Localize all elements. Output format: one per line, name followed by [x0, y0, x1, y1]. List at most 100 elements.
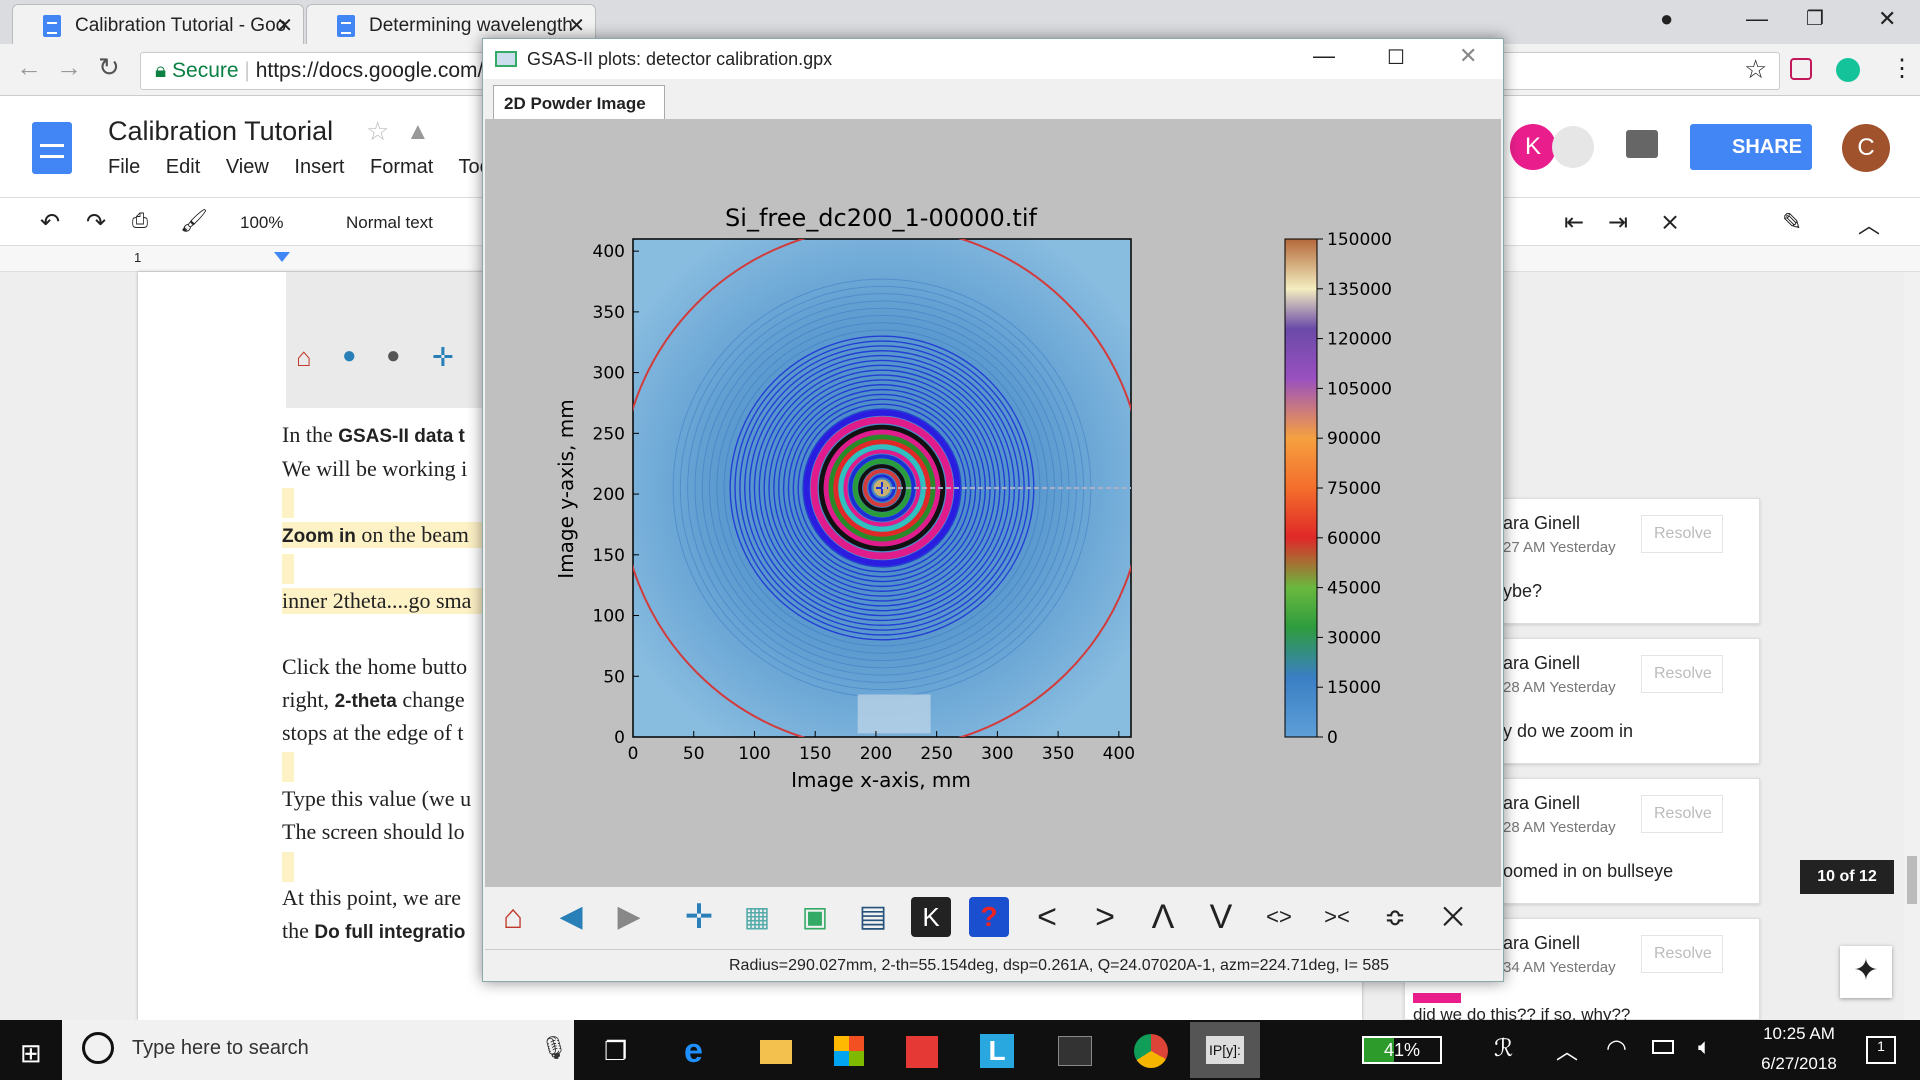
restore-icon[interactable]: ❐: [1806, 8, 1824, 30]
colorbar-tick-label: 75000: [1327, 479, 1381, 499]
tab-calibration-tutorial[interactable]: Calibration Tutorial - Goo ✕: [12, 4, 304, 44]
pan-icon[interactable]: ✛: [684, 898, 714, 936]
home-icon[interactable]: ⌂: [502, 898, 524, 936]
minimize-icon[interactable]: —: [1746, 6, 1768, 31]
store-icon[interactable]: [834, 1036, 864, 1066]
battery-indicator[interactable]: 41%: [1362, 1036, 1442, 1064]
menu-view[interactable]: View: [225, 156, 269, 178]
menu-insert[interactable]: Insert: [294, 156, 345, 178]
move-to-folder-icon[interactable]: ▲: [406, 118, 430, 145]
collapse-toolbar-icon[interactable]: ︿: [1858, 213, 1881, 238]
back-icon[interactable]: ◀: [559, 900, 583, 933]
document-title[interactable]: Calibration Tutorial: [108, 116, 334, 146]
close-icon[interactable]: ✕: [1459, 43, 1478, 68]
doc-line: right, 2-theta change: [282, 687, 465, 712]
plot-area[interactable]: Si_free_dc200_1-00000.tif 0 50 100 150 200 25…: [485, 119, 1501, 887]
app-red-icon[interactable]: [906, 1036, 938, 1068]
notification-count: 1: [1877, 1038, 1885, 1054]
resolve-button[interactable]: Resolve: [1641, 795, 1723, 833]
collaborator-avatar-k[interactable]: K: [1510, 124, 1556, 170]
action-center-icon[interactable]: 1: [1866, 1036, 1896, 1064]
subplot-config-icon[interactable]: ▣: [801, 901, 829, 932]
tab-determining-wavelength[interactable]: Determining wavelength ✕: [306, 4, 596, 44]
comments-icon[interactable]: [1626, 130, 1658, 158]
volume-icon[interactable]: 🔈︎: [1698, 1034, 1712, 1059]
shrink-vertical-icon[interactable]: ⨉: [1442, 902, 1464, 932]
grammarly-extension-icon[interactable]: [1836, 58, 1860, 82]
microphone-icon[interactable]: 🎙︎: [540, 1035, 568, 1060]
minimize-icon[interactable]: —: [1313, 43, 1335, 68]
menu-file[interactable]: File: [108, 156, 141, 178]
battery-icon[interactable]: [1652, 1040, 1674, 1054]
close-tab-icon[interactable]: ✕: [276, 15, 293, 37]
terminal-icon[interactable]: [1058, 1036, 1092, 1066]
star-icon[interactable]: ☆: [366, 116, 390, 146]
bookmark-star-icon[interactable]: ☆: [1744, 54, 1768, 84]
task-view-icon[interactable]: ❐: [604, 1036, 628, 1066]
print-icon[interactable]: ⎙: [132, 210, 148, 232]
redo-icon[interactable]: ↷: [86, 209, 107, 236]
pocket-extension-icon[interactable]: [1790, 58, 1812, 80]
style-select[interactable]: Normal text: [346, 213, 433, 232]
shift-up-icon[interactable]: Λ: [1151, 898, 1175, 936]
show-hidden-icons-icon[interactable]: ︿: [1556, 1039, 1579, 1064]
clear-formatting-icon[interactable]: ⨯: [1660, 209, 1681, 236]
app-l-icon[interactable]: L: [980, 1034, 1014, 1068]
close-tab-icon[interactable]: ✕: [568, 15, 585, 37]
tab-2d-powder-image[interactable]: 2D Powder Image: [493, 85, 665, 119]
taskbar-search-input[interactable]: Type here to search 🎙︎: [62, 1020, 574, 1080]
chrome-menu-icon[interactable]: ⋮: [1890, 55, 1914, 82]
forward-icon[interactable]: ▶: [617, 900, 641, 933]
people-icon[interactable]: ℛ: [1494, 1035, 1514, 1062]
zoom-select[interactable]: 100%: [240, 213, 284, 232]
reload-icon[interactable]: ↻: [98, 52, 120, 82]
resolve-button[interactable]: Resolve: [1641, 655, 1723, 693]
forward-icon[interactable]: →: [56, 52, 82, 82]
indent-more-icon[interactable]: ⇥: [1608, 209, 1629, 236]
outer-ring: [802, 408, 962, 568]
account-avatar[interactable]: C: [1842, 124, 1890, 172]
powder-image-plot[interactable]: Si_free_dc200_1-00000.tif 0 50 100 150 200 25…: [485, 119, 1501, 887]
chrome-icon[interactable]: [1134, 1034, 1168, 1068]
file-explorer-icon[interactable]: [760, 1040, 792, 1064]
back-icon[interactable]: ←: [16, 52, 42, 82]
menu-edit[interactable]: Edit: [165, 156, 201, 178]
undo-icon[interactable]: ↶: [40, 209, 61, 236]
help-icon[interactable]: ?: [969, 897, 1009, 937]
resolve-button[interactable]: Resolve: [1641, 935, 1723, 973]
profile-icon[interactable]: ●: [1660, 6, 1674, 31]
doc-line: We will be working i: [282, 456, 468, 481]
start-icon[interactable]: ⊞: [20, 1038, 42, 1068]
zoom-icon[interactable]: ▦: [743, 901, 771, 932]
expand-horizontal-icon[interactable]: <>: [1266, 904, 1292, 929]
docs-favicon-icon: [337, 15, 355, 37]
save-icon[interactable]: ▤: [858, 900, 888, 933]
maximize-icon[interactable]: ☐: [1387, 47, 1405, 69]
indent-less-icon[interactable]: ⇤: [1564, 209, 1585, 236]
scrollbar[interactable]: [1904, 272, 1920, 1020]
cortana-icon: [82, 1032, 114, 1064]
y-axis-label: Image y-axis, mm: [554, 399, 578, 578]
resolve-button[interactable]: Resolve: [1641, 515, 1723, 553]
chat-icon[interactable]: [1552, 126, 1594, 168]
explore-icon[interactable]: ✦: [1840, 946, 1892, 998]
docs-logo-icon[interactable]: [32, 122, 72, 174]
wifi-icon[interactable]: ◠: [1606, 1035, 1627, 1062]
edge-icon[interactable]: e: [684, 1032, 703, 1070]
shrink-horizontal-icon[interactable]: ><: [1324, 904, 1350, 929]
shift-down-icon[interactable]: V: [1209, 898, 1233, 936]
expand-vertical-icon[interactable]: ≎: [1384, 902, 1406, 932]
ipython-taskbar-button[interactable]: IP[y]:: [1190, 1022, 1260, 1078]
paint-format-icon[interactable]: 🖌︎: [180, 208, 208, 233]
colorbar-tick-label: 90000: [1327, 429, 1381, 449]
shift-left-icon[interactable]: <: [1037, 898, 1057, 936]
clock[interactable]: 10:25 AM 6/27/2018: [1744, 1024, 1854, 1074]
shift-right-icon[interactable]: >: [1095, 898, 1115, 936]
indent-marker-icon[interactable]: [274, 252, 290, 262]
key-press-icon[interactable]: K: [911, 897, 951, 937]
editing-mode-icon[interactable]: ✎: [1782, 209, 1803, 236]
menu-format[interactable]: Format: [369, 156, 434, 178]
faint-ring: [716, 322, 1048, 654]
share-button[interactable]: SHARE: [1690, 124, 1812, 170]
close-window-icon[interactable]: ✕: [1878, 6, 1897, 31]
